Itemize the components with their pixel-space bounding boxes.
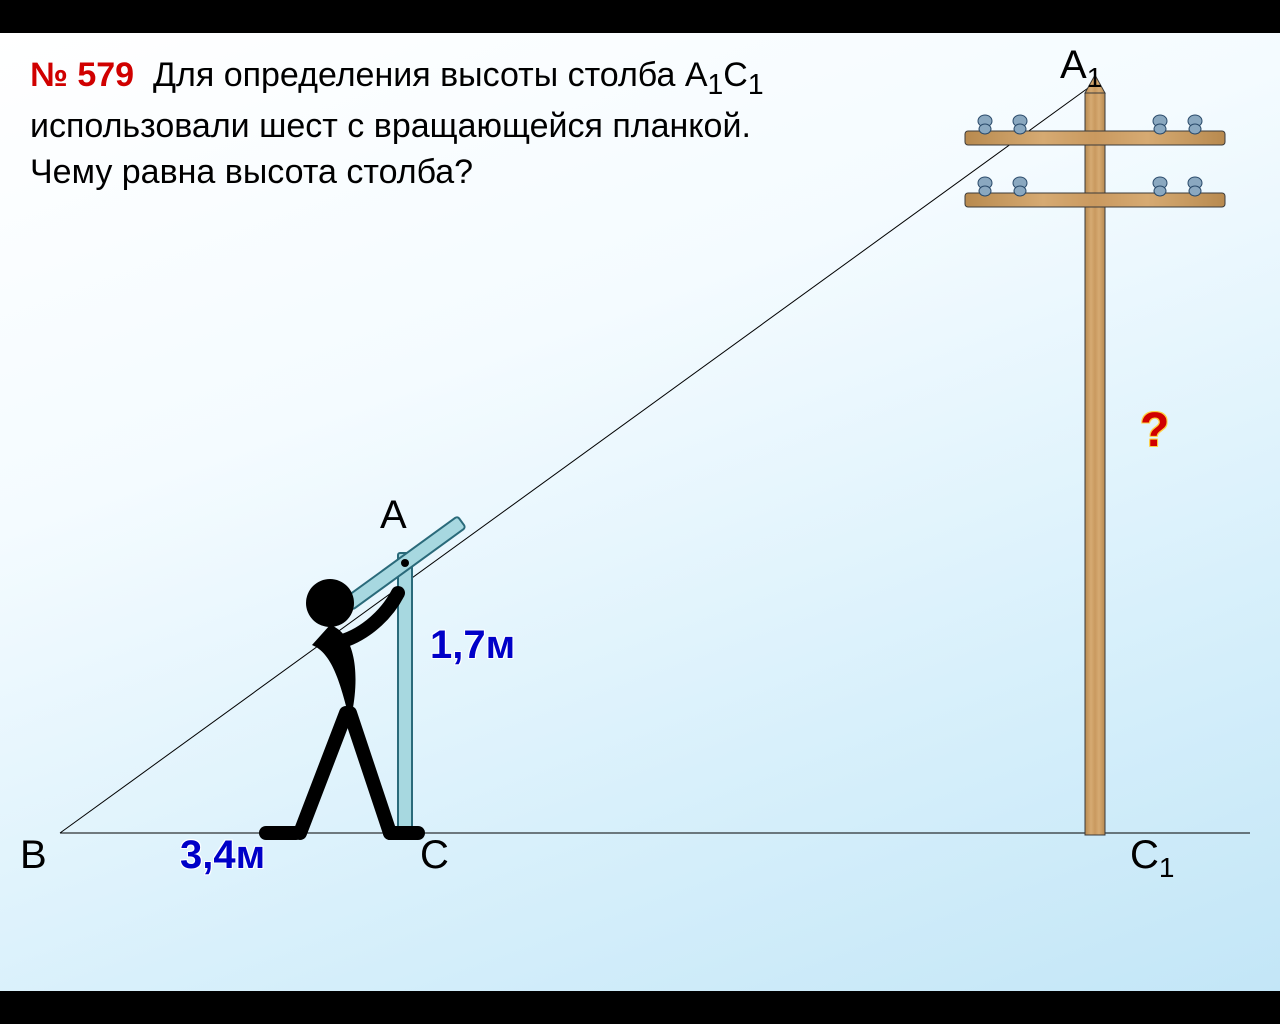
measurement-AC: 1,7м [430, 623, 515, 668]
label-B: B [20, 833, 47, 878]
measurement-BC: 3,4м [180, 833, 265, 878]
text1: Для определения высоты столба А [153, 56, 708, 94]
text1b: С [723, 56, 748, 94]
problem-text: № 579 Для определения высоты столба А1С1… [30, 53, 880, 196]
problem-number: № 579 [30, 56, 134, 94]
label-A1: A1 [1060, 43, 1102, 94]
measurement-unknown: ? [1140, 403, 1169, 458]
label-A: A [380, 493, 407, 538]
measuring-staff [344, 516, 465, 833]
utility-pole [965, 75, 1225, 835]
text3: Чему равна высота столба? [30, 153, 473, 191]
slide: № 579 Для определения высоты столба А1С1… [0, 33, 1280, 991]
stage: № 579 Для определения высоты столба А1С1… [0, 0, 1280, 1024]
text2: использовали шест с вращающейся планкой. [30, 107, 751, 145]
sub1: 1 [708, 69, 724, 101]
sub2: 1 [748, 69, 764, 101]
label-C1: C1 [1130, 833, 1174, 884]
label-C: C [420, 833, 449, 878]
person-figure [266, 579, 418, 833]
